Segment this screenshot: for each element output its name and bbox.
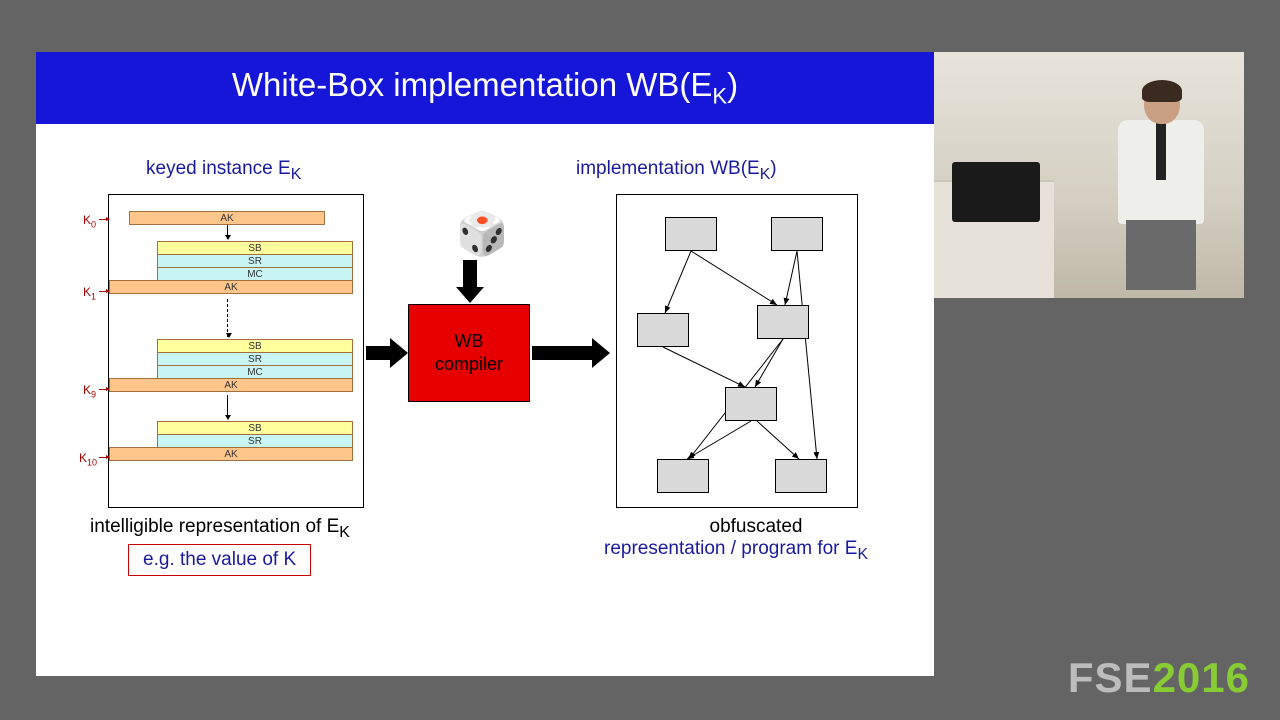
key-label-k9: K9 [83, 383, 96, 399]
watermark-a: FSE [1068, 654, 1153, 701]
title-suffix: ) [727, 66, 738, 103]
intelligible-sub: K [339, 524, 350, 541]
legend-box: e.g. the value of K [128, 544, 311, 576]
aes-bar-sr: SR [157, 434, 353, 448]
keyed-instance-sub: K [291, 166, 302, 183]
aes-bar-mc: MC [157, 267, 353, 281]
aes-bar-sr: SR [157, 254, 353, 268]
watermark-b: 2016 [1153, 654, 1250, 701]
graph-node [725, 387, 777, 421]
implementation-suf: ) [770, 158, 776, 179]
key-label-k0: K0 [83, 213, 96, 229]
watermark: FSE2016 [1068, 654, 1250, 702]
implementation-sub: K [760, 166, 771, 183]
implementation-text: implementation WB(E [576, 158, 760, 179]
arrow-right-icon [532, 346, 594, 360]
graph-node [657, 459, 709, 493]
key-label-k10: K10 [79, 451, 97, 467]
key-arrow-icon [99, 457, 109, 458]
aes-bar-ak: AK [109, 378, 353, 392]
key-arrow-icon [99, 291, 109, 292]
arrow-down-icon [463, 260, 477, 288]
obfuscated-line1: obfuscated [646, 516, 866, 538]
aes-round-1: SB SR MC AK [157, 241, 353, 294]
aes-bar-ak: AK [129, 211, 325, 225]
compiler-line2: compiler [435, 353, 503, 376]
slide-title: White-Box implementation WB(EK) [36, 52, 934, 124]
slide: White-Box implementation WB(EK) keyed in… [36, 52, 934, 676]
aes-bar-ak: AK [109, 447, 353, 461]
aes-bar-sb: SB [157, 421, 353, 435]
compiler-line1: WB [435, 330, 503, 353]
speaker-figure [1106, 82, 1216, 292]
intelligible-caption: intelligible representation of EK [90, 516, 350, 542]
graph-node [771, 217, 823, 251]
obfuscated-caption: obfuscated representation / program for … [646, 516, 866, 564]
down-arrow-icon [227, 225, 228, 239]
graph-node [637, 313, 689, 347]
aes-bar-sb: SB [157, 339, 353, 353]
aes-bar-sr: SR [157, 352, 353, 366]
speaker-video [934, 52, 1244, 298]
slide-body: keyed instance EK implementation WB(EK) … [36, 124, 934, 676]
graph-node [665, 217, 717, 251]
down-arrow-icon [227, 395, 228, 419]
obfuscated-line2-sub: K [857, 546, 868, 563]
keyed-instance-box: K0 AK K1 SB SR MC AK K9 SB SR MC [108, 194, 364, 508]
intelligible-text: intelligible representation of E [90, 516, 339, 537]
arrow-right-icon [366, 346, 392, 360]
graph-node [757, 305, 809, 339]
aes-bar-ak: AK [109, 280, 353, 294]
dice-icon: 🎲 [456, 210, 508, 259]
aes-round-initial: AK [129, 211, 325, 225]
obfuscated-box [616, 194, 858, 508]
key-arrow-icon [99, 389, 109, 390]
dashed-arrow-icon [227, 299, 228, 337]
aes-bar-sb: SB [157, 241, 353, 255]
keyed-instance-text: keyed instance E [146, 158, 291, 179]
title-sub: K [712, 84, 727, 109]
laptop-icon [952, 162, 1040, 222]
implementation-label: implementation WB(EK) [576, 158, 777, 184]
graph-node [775, 459, 827, 493]
aes-round-10: SB SR AK [157, 421, 353, 461]
key-label-k1: K1 [83, 285, 96, 301]
aes-bar-mc: MC [157, 365, 353, 379]
obfuscated-line2: representation / program for E [604, 538, 857, 559]
wb-compiler-box: WB compiler [408, 304, 530, 402]
title-prefix: White-Box implementation WB(E [232, 66, 712, 103]
keyed-instance-label: keyed instance EK [146, 158, 301, 184]
key-arrow-icon [99, 219, 109, 220]
aes-round-9: SB SR MC AK [157, 339, 353, 392]
